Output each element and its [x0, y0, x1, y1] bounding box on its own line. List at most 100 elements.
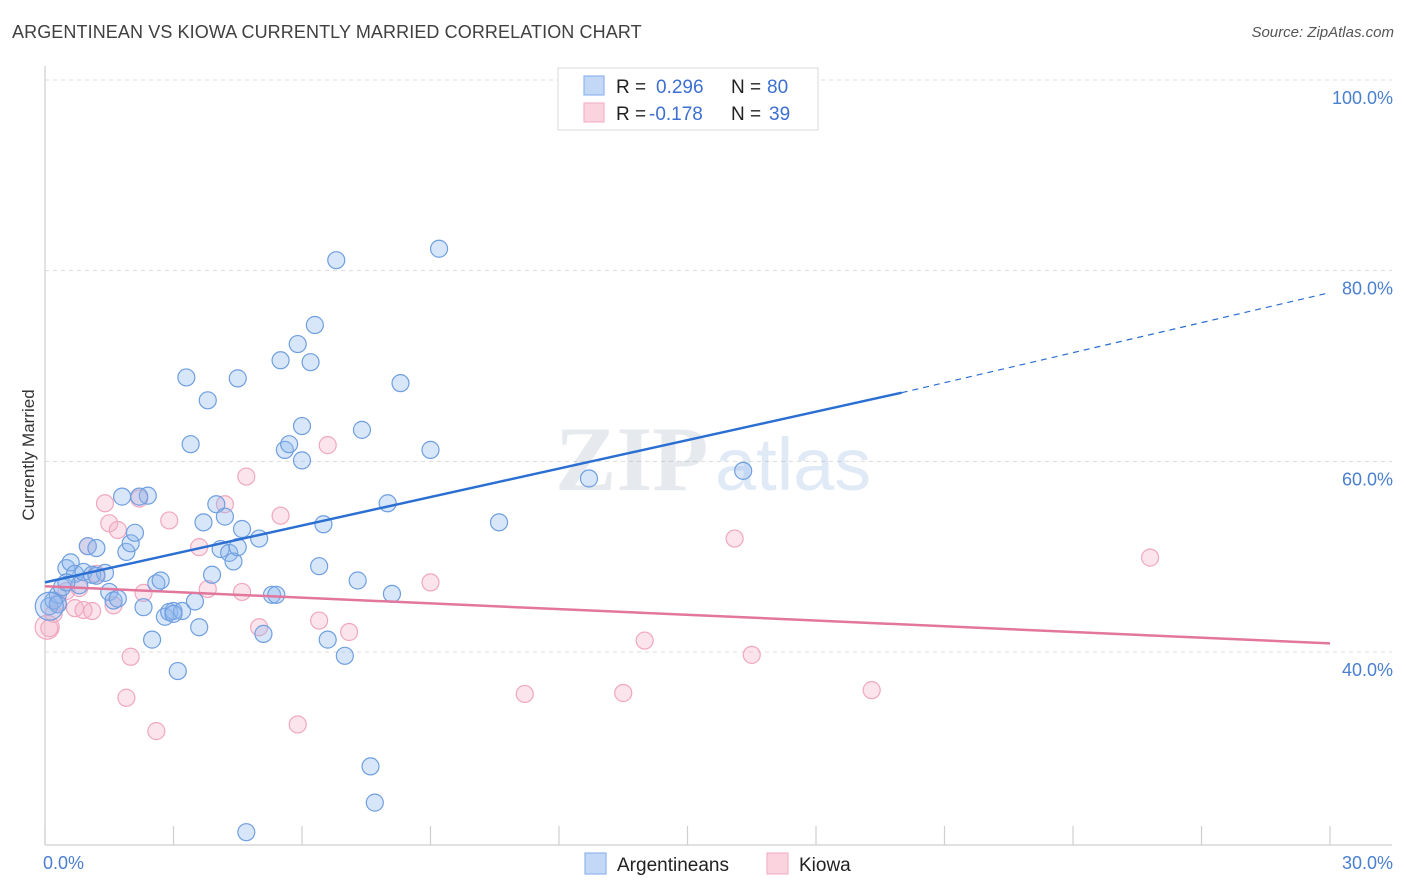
kiowa-point — [271, 506, 290, 525]
kiowa-point — [725, 529, 744, 548]
legend-blue-r-label: R = — [616, 77, 646, 98]
argentineans-point — [335, 646, 354, 665]
kiowa-point — [288, 715, 307, 734]
kiowa-point — [1140, 548, 1160, 567]
argentineans-point — [177, 368, 196, 387]
argentineans-point — [164, 604, 183, 623]
argentineans-point — [391, 374, 410, 393]
legend-blue-n-label: N = — [731, 77, 761, 98]
argentineans-point — [168, 661, 187, 681]
argentineans-point — [134, 598, 153, 617]
argentineans-point — [181, 435, 200, 454]
argentineans-point — [125, 523, 145, 542]
argentineans-point — [34, 591, 64, 621]
y-tick-label: 60.0% — [1342, 469, 1393, 489]
argentineans-point — [232, 519, 252, 539]
kiowa-point — [310, 611, 329, 630]
argentineans-point — [305, 315, 324, 335]
argentineans-point — [267, 585, 286, 604]
argentineans-point — [228, 369, 247, 388]
trend-lines — [44, 292, 1331, 645]
bottom-legend: Argentineans Kiowa — [584, 852, 851, 876]
tick-labels: 100.0% 80.0% 60.0% 40.0% 0.0% 30.0% — [43, 88, 1393, 873]
axes — [44, 66, 1392, 846]
argentineans-point — [365, 793, 384, 812]
bottom-legend-pink-swatch — [766, 852, 789, 875]
argentineans-point — [280, 435, 299, 454]
argentineans-point — [327, 251, 346, 270]
legend-pink-r-value: -0.178 — [649, 104, 703, 125]
kiowa-point — [83, 601, 102, 621]
kiowa-point — [134, 583, 153, 602]
argentineans-point — [207, 495, 226, 514]
x-tick-label: 30.0% — [1342, 853, 1393, 873]
bottom-legend-blue-swatch — [584, 852, 607, 875]
argentineans-point — [117, 542, 136, 562]
kiowa-point — [95, 494, 115, 513]
argentineans-point — [202, 565, 222, 584]
kiowa-point — [614, 683, 633, 703]
argentineans-point — [237, 823, 256, 842]
argentineans-point — [254, 624, 273, 643]
argentineans-point — [108, 589, 127, 608]
argentineans-point — [301, 353, 320, 372]
argentineans-point — [382, 584, 402, 603]
argentineans-point — [215, 507, 234, 526]
argentineans-point — [361, 757, 380, 776]
argentineans-point — [190, 618, 209, 637]
kiowa-point — [160, 511, 179, 530]
watermark: ZIP atlas — [555, 408, 871, 510]
argentineans-point — [318, 630, 337, 649]
legend-pink-r-label: R = — [616, 104, 646, 125]
kiowa-point — [862, 681, 881, 700]
argentineans-point — [151, 571, 170, 590]
kiowa-point — [34, 614, 60, 640]
svg-text:atlas: atlas — [715, 423, 871, 506]
kiowa-point — [742, 645, 761, 664]
argentineans-point — [292, 416, 312, 436]
argentineans-point — [87, 538, 106, 558]
argentineans-point — [121, 534, 140, 553]
y-tick-label: 100.0% — [1332, 88, 1393, 108]
argentineans-point — [198, 391, 217, 410]
argentineans-point — [378, 494, 397, 513]
y-axis-title: Currently Married — [19, 389, 38, 520]
argentineans-point — [579, 469, 599, 488]
x-tick-label: 0.0% — [43, 853, 84, 873]
argentineans-point — [292, 451, 312, 470]
argentineans-point — [130, 487, 149, 506]
argentineans-point — [194, 513, 213, 532]
legend-blue-swatch — [583, 75, 605, 96]
kiowa-point — [515, 684, 534, 704]
legend-blue-r-value: 0.296 — [656, 77, 704, 98]
grid-lines — [45, 79, 1392, 653]
argentineans-point — [288, 334, 307, 354]
argentineans-points — [34, 239, 753, 842]
argentineans-point — [421, 440, 440, 459]
legend-blue-n-value: 80 — [767, 77, 788, 98]
kiowa-point — [635, 631, 654, 650]
source-label: Source: ZipAtlas.com — [1251, 24, 1394, 41]
argentineans-point — [61, 553, 80, 572]
y-tick-label: 80.0% — [1342, 279, 1393, 299]
legend-pink-n-value: 39 — [769, 104, 790, 125]
kiowa-point — [340, 622, 359, 642]
argentineans-point — [489, 513, 509, 532]
kiowa-point — [318, 436, 337, 455]
argentineans-point — [271, 351, 290, 370]
argentineans-point — [352, 420, 372, 439]
legend-pink-swatch — [583, 102, 605, 123]
argentineans-point — [429, 239, 449, 258]
legend-pink-n-label: N = — [731, 104, 761, 125]
bottom-legend-pink-label: Kiowa — [799, 855, 851, 876]
argentineans-point — [348, 571, 367, 590]
legend-box: R = 0.296 N = 80 R = -0.178 N = 39 — [557, 67, 819, 131]
kiowa-point — [117, 688, 136, 707]
chart-title: ARGENTINEAN VS KIOWA CURRENTLY MARRIED C… — [12, 22, 642, 42]
argentineans-point — [310, 557, 329, 576]
svg-text:ZIP: ZIP — [555, 408, 708, 510]
argentineans-point — [734, 461, 753, 480]
argentineans-point — [224, 552, 243, 571]
argentineans-point — [142, 630, 162, 649]
